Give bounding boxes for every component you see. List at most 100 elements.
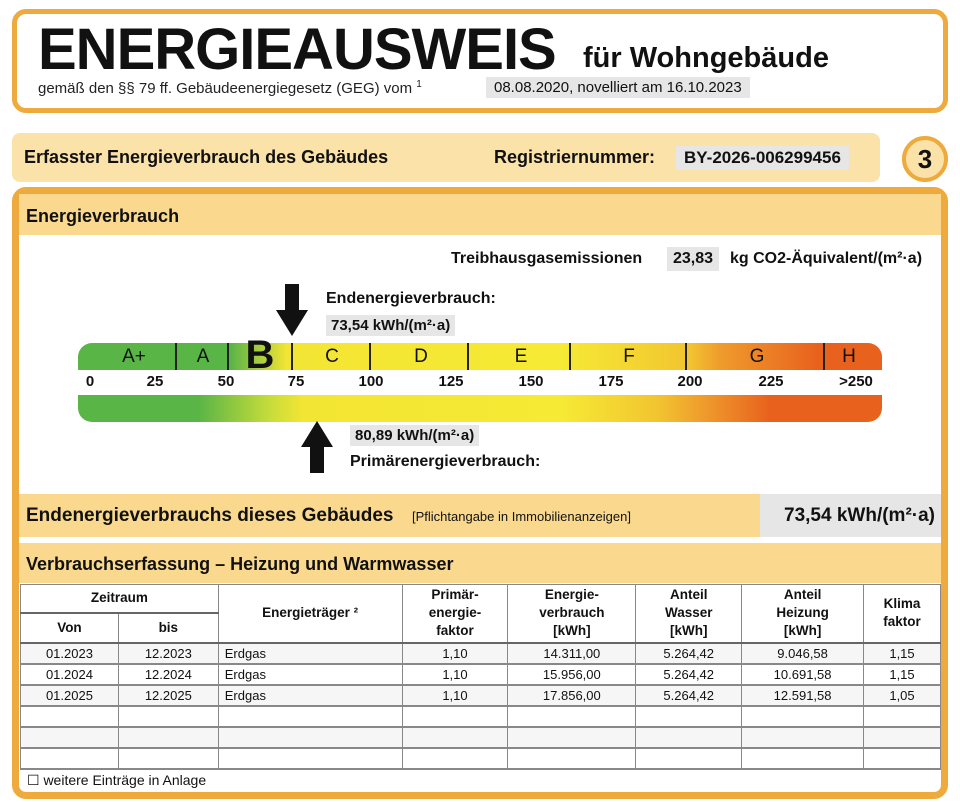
table-cell — [863, 726, 941, 749]
table-cell: 01.2024 — [20, 663, 119, 686]
primary-energy-value: 80,89 kWh/(m²·a) — [350, 425, 480, 446]
scale-tick: 150 — [518, 373, 544, 390]
primary-energy-label: Primärenergieverbrauch: — [350, 453, 541, 470]
law-date-field: 08.08.2020, novelliert am 16.10.2023 — [486, 77, 750, 98]
table-cell — [117, 705, 219, 728]
col-pef: Primär- energie- faktor — [401, 584, 509, 644]
col-consumption: Energie- verbrauch [kWh] — [507, 584, 637, 644]
class-divider — [291, 343, 293, 370]
table-cell: 1,15 — [863, 642, 941, 665]
scale-tick: >250 — [839, 373, 873, 390]
table-cell — [863, 747, 941, 770]
table-cell — [401, 747, 509, 770]
table-cell — [117, 726, 219, 749]
class-divider — [569, 343, 571, 370]
ghg-unit: kg CO2-Äquivalent/(m²·a) — [730, 250, 923, 267]
table-cell: 17.856,00 — [507, 684, 637, 707]
table-cell — [507, 747, 637, 770]
table-row: 01.2023 12.2023 Erdgas 1,10 14.311,00 5.264,4… — [20, 642, 941, 665]
table-cell: Erdgas — [217, 684, 403, 707]
scale-tick: 125 — [438, 373, 464, 390]
table-cell — [117, 747, 219, 770]
col-carrier: Energieträger ² — [217, 584, 403, 644]
table-cell — [635, 747, 743, 770]
table-cell — [863, 705, 941, 728]
ghg-label: Treibhausgasemissionen — [451, 250, 643, 267]
empty-table-row — [20, 726, 941, 749]
table-cell: 1,10 — [401, 684, 509, 707]
table-cell — [20, 705, 119, 728]
class-label: A+ — [122, 346, 146, 367]
table-cell — [20, 747, 119, 770]
scale-tick: 225 — [758, 373, 784, 390]
class-label: E — [514, 346, 528, 367]
table-cell — [741, 705, 865, 728]
table-header-band — [19, 543, 941, 583]
table-cell: 5.264,42 — [635, 642, 743, 665]
table-cell — [507, 726, 637, 749]
document-title: ENERGIEAUSWEIS — [38, 17, 557, 82]
class-label: A — [196, 346, 210, 367]
class-label: H — [842, 346, 856, 367]
table-cell — [741, 726, 865, 749]
class-divider — [467, 343, 469, 370]
registration-label: Registriernummer: — [494, 147, 656, 167]
more-entries-checkbox[interactable]: ☐ weitere Einträge in Anlage — [27, 772, 207, 788]
table-cell: 1,10 — [401, 663, 509, 686]
table-cell — [217, 747, 403, 770]
document-subtitle: für Wohngebäude — [583, 42, 829, 74]
footnote-marker: 1 — [416, 79, 422, 90]
page-number-badge: 3 — [902, 136, 948, 182]
table-cell — [741, 747, 865, 770]
table-cell: 1,15 — [863, 663, 941, 686]
table-row: 01.2024 12.2024 Erdgas 1,10 15.956,00 5.264,4… — [20, 663, 941, 686]
class-label: C — [325, 346, 339, 367]
scale-tick: 25 — [146, 373, 164, 390]
col-water: Anteil Wasser [kWh] — [635, 584, 743, 644]
col-climate: Klima faktor — [863, 584, 941, 644]
table-cell: 14.311,00 — [507, 642, 637, 665]
section-title: Erfasster Energieverbrauch des Gebäudes — [24, 147, 389, 167]
ghg-value: 23,83 — [667, 247, 720, 271]
table-cell: 01.2025 — [20, 684, 119, 707]
empty-table-row — [20, 747, 941, 770]
law-reference: gemäß den §§ 79 ff. Gebäudeenergiegesetz… — [38, 79, 422, 97]
primary-energy-arrow-icon — [301, 421, 333, 473]
table-cell — [20, 726, 119, 749]
table-cell — [635, 726, 743, 749]
end-energy-label: Endenergieverbrauch: — [326, 290, 496, 307]
table-cell: 1,05 — [863, 684, 941, 707]
table-title: Verbrauchserfassung – Heizung und Warmwa… — [26, 554, 454, 574]
consumption-table: Zeitraum Energieträger ² Primär- energie… — [20, 584, 941, 770]
table-cell — [635, 705, 743, 728]
class-divider — [227, 343, 229, 370]
end-energy-value: 73,54 kWh/(m²·a) — [326, 315, 456, 336]
scale-tick: 75 — [287, 373, 305, 390]
class-label: G — [749, 346, 765, 367]
table-cell — [507, 705, 637, 728]
table-cell — [401, 726, 509, 749]
class-label: D — [414, 346, 428, 367]
energy-title: Energieverbrauch — [26, 206, 180, 226]
summary-note: [Pflichtangabe in Immobilienanzeigen] — [412, 509, 631, 524]
table-row: 01.2025 12.2025 Erdgas 1,10 17.856,00 5.264,4… — [20, 684, 941, 707]
empty-table-row — [20, 705, 941, 728]
end-energy-scale — [78, 343, 882, 370]
table-cell: 5.264,42 — [635, 684, 743, 707]
table-cell — [401, 705, 509, 728]
table-cell: Erdgas — [217, 642, 403, 665]
main-box — [12, 187, 948, 799]
scale-tick: 175 — [598, 373, 624, 390]
table-cell — [217, 705, 403, 728]
table-cell: 10.691,58 — [741, 663, 865, 686]
registration-number: BY-2026-006299456 — [676, 146, 849, 170]
class-divider — [175, 343, 177, 370]
table-cell: 5.264,42 — [635, 663, 743, 686]
class-divider — [685, 343, 687, 370]
table-cell — [217, 726, 403, 749]
scale-tick: 100 — [358, 373, 384, 390]
table-cell: 15.956,00 — [507, 663, 637, 686]
table-cell: 12.591,58 — [741, 684, 865, 707]
scale-tick: 0 — [85, 373, 95, 390]
table-cell: 12.2025 — [117, 684, 219, 707]
